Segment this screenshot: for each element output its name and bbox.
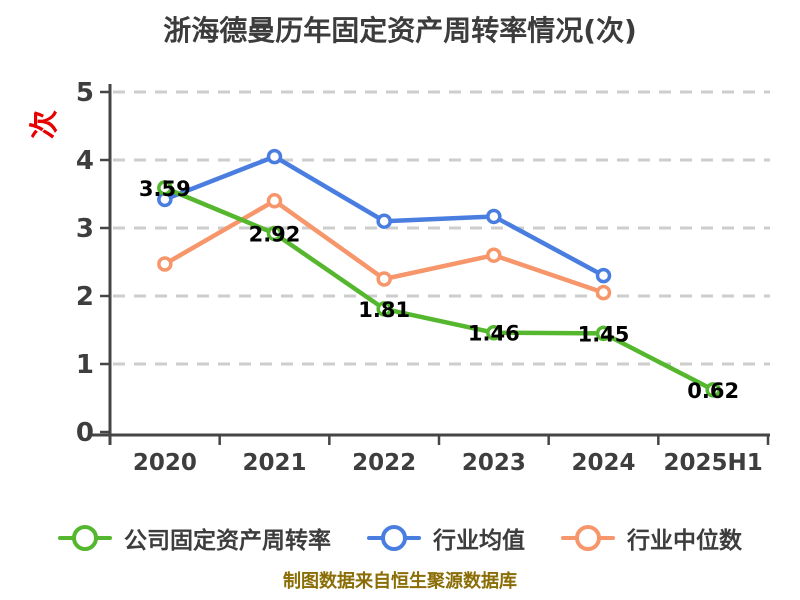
- data-point-series-2: [376, 271, 392, 287]
- data-point-series-0: [376, 301, 392, 317]
- data-point-series-0: [705, 382, 721, 398]
- chart-canvas: 0 1 2 3 4 5 2020 2021 2022 2023 2024 2025H1 3.59 2.92…: [76, 78, 770, 476]
- x-category-label: 2025H1: [664, 450, 763, 476]
- data-point-series-0: [595, 325, 612, 342]
- data-point-series-2: [486, 247, 502, 263]
- data-point-series-2: [595, 284, 612, 301]
- x-category-label: 2024: [571, 450, 635, 476]
- legend-circle-industry-mean: [381, 525, 407, 551]
- data-point-series-1: [376, 213, 392, 229]
- x-category-label: 2022: [352, 450, 416, 476]
- chart-title: 浙海德曼历年固定资产周转率情况(次): [163, 14, 637, 47]
- data-point-series-0: [486, 324, 502, 341]
- value-label: 1.45: [578, 322, 630, 346]
- x-category-label: 2023: [462, 450, 526, 476]
- data-point-series-1: [486, 208, 502, 225]
- series-line-0: [162, 185, 716, 393]
- data-point-series-1: [595, 267, 612, 284]
- legend-circle-company: [72, 525, 98, 551]
- legend-label-industry-median: 行业中位数: [627, 528, 742, 554]
- legend: 公司固定资产周转率 行业均值 行业中位数: [0, 521, 800, 555]
- value-label: 1.81: [358, 298, 410, 322]
- legend-circle-industry-median: [575, 525, 601, 551]
- legend-marker-industry-median: [561, 523, 615, 553]
- legend-marker-industry-mean: [367, 523, 421, 553]
- legend-item-company-turnover: 公司固定资产周转率: [58, 521, 331, 555]
- y-tick-label: 5: [76, 78, 94, 108]
- value-label: 1.46: [468, 322, 520, 346]
- legend-label-industry-mean: 行业均值: [433, 528, 525, 554]
- y-tick-label: 3: [76, 214, 94, 244]
- y-tick-label: 1: [76, 350, 94, 380]
- value-label: 0.62: [687, 379, 739, 403]
- value-label: 2.92: [249, 222, 301, 246]
- data-point-series-2: [157, 256, 173, 272]
- legend-item-industry-median: 行业中位数: [561, 521, 742, 555]
- y-tick-label: 2: [76, 282, 94, 312]
- x-category-label: 2021: [242, 450, 306, 476]
- data-point-series-2: [266, 193, 283, 209]
- value-label: 3.59: [139, 177, 191, 201]
- legend-marker-company: [58, 523, 112, 553]
- legend-item-industry-mean: 行业均值: [367, 521, 525, 555]
- x-category-label: 2020: [133, 450, 197, 476]
- data-point-series-1: [266, 148, 283, 165]
- data-source-note: 制图数据来自恒生聚源数据库: [283, 571, 517, 592]
- legend-label-company: 公司固定资产周转率: [124, 528, 331, 554]
- y-tick-label: 4: [76, 146, 94, 176]
- data-point-series-0: [157, 180, 173, 196]
- data-point-series-0: [266, 225, 283, 242]
- y-tick-label: 0: [76, 418, 94, 448]
